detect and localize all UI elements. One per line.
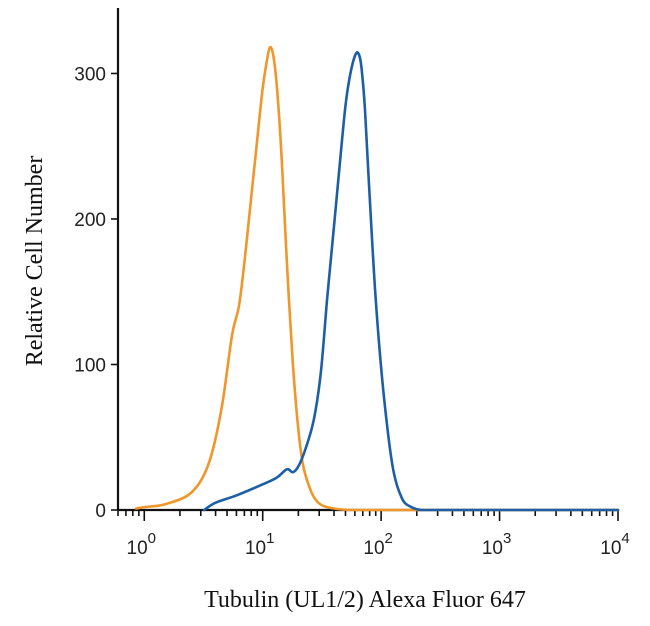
y-tick-label: 300 [74, 64, 106, 85]
x-tick-label: 102 [363, 530, 392, 559]
y-axis-label: Relative Cell Number [22, 156, 48, 367]
x-tick-label: 104 [600, 530, 629, 559]
y-tick-label: 100 [74, 355, 106, 376]
series-line-2 [202, 51, 620, 512]
y-tick-label: 0 [95, 501, 106, 522]
y-ticks: 0 100 200 300 [74, 64, 118, 522]
x-axis-label: Tubulin (UL1/2) Alexa Fluor 647 [204, 587, 526, 613]
x-ticks: 100 101 102 103 104 [117, 510, 630, 559]
axes [116, 8, 618, 512]
x-tick-label: 103 [482, 530, 511, 559]
x-tick-label: 101 [245, 530, 274, 559]
y-tick-label: 200 [74, 210, 106, 231]
x-tick-label: 100 [127, 530, 156, 559]
series-line-1 [134, 45, 620, 512]
series-group [134, 45, 620, 512]
